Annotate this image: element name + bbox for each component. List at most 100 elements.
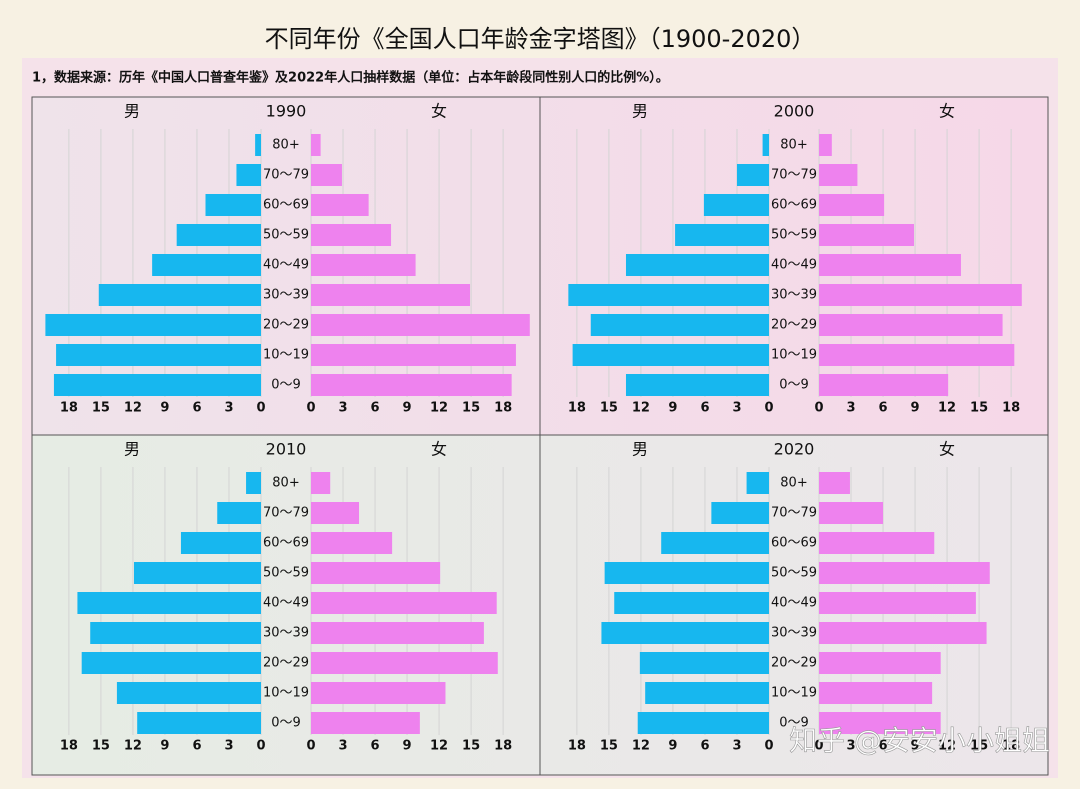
x-tick-label: 3	[732, 401, 741, 416]
category-label: 40～49	[771, 258, 817, 273]
x-tick-label: 12	[124, 739, 142, 754]
category-label: 0～9	[271, 378, 301, 393]
x-tick-label: 9	[911, 401, 920, 416]
bar-male	[637, 712, 769, 734]
category-label: 30～39	[263, 626, 309, 641]
x-tick-label: 15	[462, 401, 480, 416]
x-tick-label: 9	[403, 401, 412, 416]
legend-female: 女	[939, 440, 955, 459]
category-label: 80+	[780, 138, 807, 153]
panel-border	[539, 434, 1049, 776]
bar-male	[675, 224, 769, 246]
x-tick-label: 0	[306, 739, 315, 754]
bar-female	[819, 164, 858, 186]
bar-male	[133, 562, 261, 584]
bar-female	[819, 712, 941, 734]
x-tick-label: 0	[814, 739, 823, 754]
x-tick-label: 3	[224, 739, 233, 754]
panel-title: 2010	[266, 440, 307, 459]
bar-female	[819, 652, 941, 674]
bar-male	[90, 622, 261, 644]
category-label: 50～59	[263, 566, 309, 581]
x-tick-label: 9	[403, 739, 412, 754]
category-label: 10～19	[771, 348, 817, 363]
bar-male	[205, 194, 261, 216]
x-tick-label: 18	[494, 739, 512, 754]
x-tick-label: 15	[600, 739, 618, 754]
bar-female	[819, 592, 976, 614]
bar-male	[217, 502, 261, 524]
bar-male	[180, 532, 261, 554]
x-tick-label: 15	[970, 401, 988, 416]
x-tick-label: 9	[911, 739, 920, 754]
bar-male	[645, 682, 769, 704]
category-label: 40～49	[263, 596, 309, 611]
x-tick-label: 18	[60, 739, 78, 754]
bar-male	[98, 284, 262, 306]
bar-male	[590, 314, 769, 336]
bar-female	[819, 532, 935, 554]
bar-female	[311, 472, 331, 494]
category-label: 30～39	[771, 626, 817, 641]
category-label: 60～69	[771, 536, 817, 551]
x-tick-label: 3	[338, 401, 347, 416]
title: 不同年份《全国人口年龄金字塔图》（1900-2020）	[265, 25, 816, 53]
x-tick-label: 6	[192, 739, 201, 754]
category-label: 20～29	[771, 318, 817, 333]
category-label: 30～39	[771, 288, 817, 303]
x-tick-label: 12	[430, 401, 448, 416]
bar-male	[661, 532, 769, 554]
bar-female	[819, 194, 885, 216]
bar-female	[819, 314, 1003, 336]
category-label: 70～79	[263, 506, 309, 521]
x-tick-label: 6	[879, 401, 888, 416]
bar-male	[81, 652, 261, 674]
x-tick-label: 6	[700, 739, 709, 754]
x-tick-label: 3	[224, 401, 233, 416]
category-label: 20～29	[263, 656, 309, 671]
x-tick-label: 18	[1002, 739, 1020, 754]
panel-title: 2020	[774, 440, 815, 459]
category-label: 10～19	[263, 686, 309, 701]
bar-male	[736, 164, 769, 186]
bar-male	[152, 254, 261, 276]
category-label: 0～9	[779, 716, 809, 731]
x-tick-label: 15	[600, 401, 618, 416]
bar-female	[819, 374, 949, 396]
bar-female	[311, 314, 530, 336]
bar-female	[819, 134, 832, 156]
bar-male	[762, 134, 769, 156]
bar-female	[311, 622, 484, 644]
bar-female	[311, 682, 446, 704]
bar-female	[819, 344, 1015, 366]
panel-title: 2000	[774, 102, 815, 121]
x-tick-label: 6	[192, 401, 201, 416]
bar-female	[819, 682, 933, 704]
category-label: 70～79	[771, 506, 817, 521]
bar-male	[625, 374, 769, 396]
x-tick-label: 3	[338, 739, 347, 754]
legend-female: 女	[431, 440, 447, 459]
x-tick-label: 15	[92, 739, 110, 754]
x-tick-label: 9	[160, 739, 169, 754]
x-tick-label: 15	[92, 401, 110, 416]
category-label: 60～69	[263, 536, 309, 551]
category-label: 30～39	[263, 288, 309, 303]
x-tick-label: 3	[846, 739, 855, 754]
x-tick-label: 18	[60, 401, 78, 416]
bar-female	[311, 344, 516, 366]
x-tick-label: 12	[124, 401, 142, 416]
category-label: 50～59	[263, 228, 309, 243]
x-tick-label: 12	[632, 739, 650, 754]
category-label: 80+	[272, 138, 299, 153]
x-tick-label: 12	[938, 401, 956, 416]
legend-male: 男	[632, 440, 648, 459]
legend-female: 女	[431, 102, 447, 121]
x-tick-label: 3	[732, 739, 741, 754]
bar-female	[311, 374, 512, 396]
bar-male	[746, 472, 769, 494]
legend-male: 男	[632, 102, 648, 121]
category-label: 50～59	[771, 228, 817, 243]
category-label: 60～69	[263, 198, 309, 213]
x-tick-label: 0	[764, 401, 773, 416]
